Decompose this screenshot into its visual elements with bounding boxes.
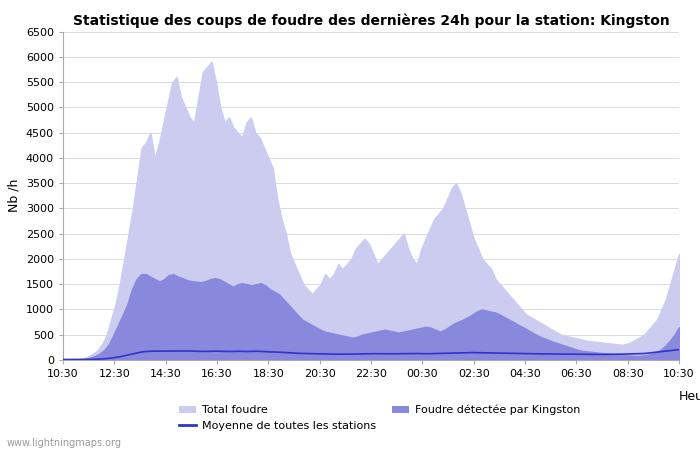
- Title: Statistique des coups de foudre des dernières 24h pour la station: Kingston: Statistique des coups de foudre des dern…: [73, 13, 669, 27]
- Text: www.lightningmaps.org: www.lightningmaps.org: [7, 438, 122, 448]
- Y-axis label: Nb /h: Nb /h: [7, 179, 20, 212]
- Text: Heure: Heure: [679, 390, 700, 403]
- Legend: Total foudre, Moyenne de toutes les stations, Foudre détectée par Kingston: Total foudre, Moyenne de toutes les stat…: [179, 405, 580, 431]
